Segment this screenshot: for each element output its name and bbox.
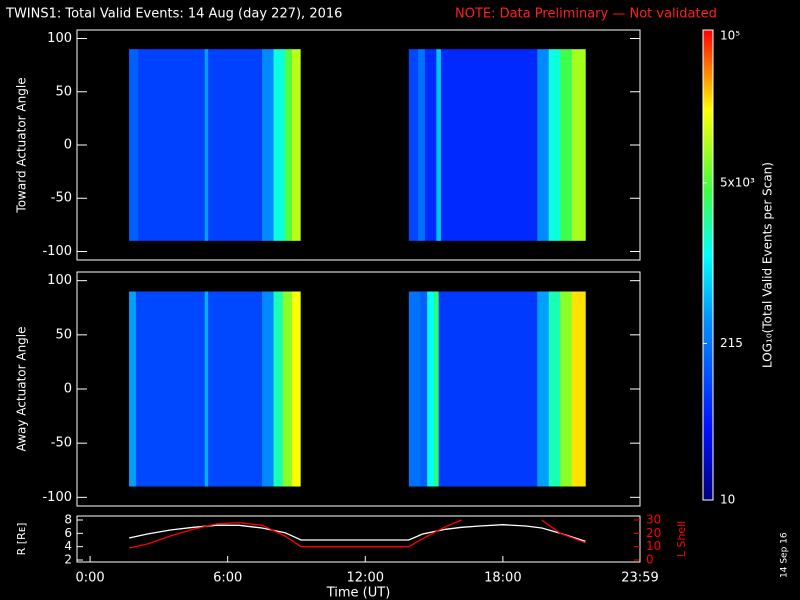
note: NOTE: Data Preliminary — Not validated xyxy=(455,7,717,22)
heatmap-cell xyxy=(408,291,421,487)
heatmap-cell xyxy=(291,49,301,241)
heatmap-cell xyxy=(418,49,426,241)
y-tick-label: -50 xyxy=(51,436,72,451)
y2-tick-label: 0 xyxy=(646,553,654,567)
heatmap-cell xyxy=(436,49,442,241)
heatmap-cell xyxy=(291,291,301,487)
colorbar-tick-label: 10⁵ xyxy=(720,29,740,43)
colorbar-tick-label: 215 xyxy=(720,336,743,350)
heatmap-cell xyxy=(571,49,586,241)
y-axis-label: Toward Actuator Angle xyxy=(15,77,29,213)
x-tick-label: 12:00 xyxy=(347,571,384,586)
heatmap-cell xyxy=(571,291,586,487)
y-tick-label: -50 xyxy=(51,191,72,206)
colorbar-tick-label: 10 xyxy=(720,493,735,507)
heatmap-cell xyxy=(420,291,428,487)
heatmap-cell xyxy=(282,291,293,487)
colorbar-tick-label: 5x10³ xyxy=(720,175,755,189)
heatmap-cell xyxy=(262,291,274,487)
x-tick-label: 23:59 xyxy=(621,571,658,586)
heatmap-cell xyxy=(262,49,274,241)
y-tick-label: 6 xyxy=(64,526,72,540)
y-axis-label: Away Actuator Angle xyxy=(15,326,29,451)
heatmap-cell xyxy=(548,49,561,241)
y2-tick-label: 30 xyxy=(646,513,661,527)
y-axis-label: R [Rᴇ] xyxy=(15,523,28,556)
heatmap-cell xyxy=(438,291,538,487)
series-line xyxy=(128,524,586,542)
y-tick-label: 100 xyxy=(47,31,72,46)
colorbar-label: LOG₁₀(Total Valid Events per Scan) xyxy=(761,162,775,368)
x-tick-label: 6:00 xyxy=(213,571,242,586)
y2-tick-label: 20 xyxy=(646,526,661,540)
x-tick-label: 18:00 xyxy=(484,571,521,586)
heatmap-cell xyxy=(208,49,263,241)
heatmap-cell xyxy=(135,291,206,487)
heatmap-cell xyxy=(129,49,139,241)
y-tick-label: 50 xyxy=(55,84,72,99)
heatmap-cell xyxy=(560,291,572,487)
y-tick-label: 8 xyxy=(64,513,72,527)
y-tick-label: 0 xyxy=(64,382,72,397)
heatmap-cell xyxy=(537,49,550,241)
heatmap-cell xyxy=(273,49,286,241)
heatmap-cell xyxy=(424,49,437,241)
date-stamp: 14 Sep 16 xyxy=(780,532,790,578)
y2-tick-label: 10 xyxy=(646,539,661,553)
y-tick-label: -100 xyxy=(42,490,72,505)
series-line xyxy=(128,519,586,549)
plot-frame xyxy=(76,515,641,563)
x-axis-label: Time (UT) xyxy=(326,586,391,600)
y-tick-label: 100 xyxy=(47,273,72,288)
heatmap-cell xyxy=(408,49,419,241)
heatmap-cell xyxy=(434,291,439,487)
title: TWINS1: Total Valid Events: 14 Aug (day … xyxy=(5,7,342,22)
y-tick-label: -100 xyxy=(42,244,72,259)
heatmap-cell xyxy=(440,49,538,241)
heatmap-cell xyxy=(129,291,137,487)
y-tick-label: 0 xyxy=(64,138,72,153)
heatmap-cell xyxy=(208,291,263,487)
heatmap-cell xyxy=(560,49,572,241)
colorbar xyxy=(702,29,714,501)
y-tick-label: 2 xyxy=(64,553,72,567)
x-tick-label: 0:00 xyxy=(75,571,104,586)
heatmap-cell xyxy=(204,291,209,487)
heatmap-cell xyxy=(537,291,550,487)
heatmap-cell xyxy=(273,291,284,487)
heatmap-cell xyxy=(427,291,435,487)
heatmap-cell xyxy=(138,49,206,241)
y-tick-label: 4 xyxy=(64,539,72,553)
heatmap-cell xyxy=(548,291,561,487)
heatmap-cell xyxy=(285,49,293,241)
heatmap-cell xyxy=(204,49,209,241)
y-tick-label: 50 xyxy=(55,327,72,342)
y2-axis-label: L Shell xyxy=(675,521,688,557)
